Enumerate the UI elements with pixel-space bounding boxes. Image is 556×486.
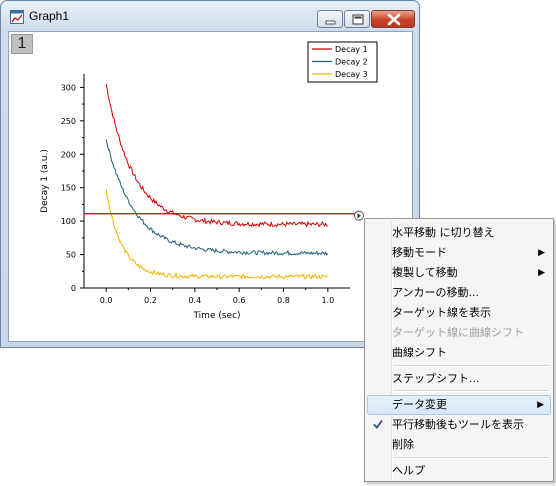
y-tick-label: 300 (61, 83, 76, 92)
arrow-right-icon (357, 213, 361, 219)
series-line-2 (105, 139, 329, 256)
menu-item-10[interactable]: 平行移動後もツールを表示 (367, 415, 551, 435)
menu-item-7[interactable]: 曲線シフト (367, 343, 551, 363)
y-tick-label: 100 (61, 217, 76, 226)
menu-separator (394, 365, 549, 367)
menu-item-5[interactable]: ターゲット線を表示 (367, 303, 551, 323)
y-tick-label: 0 (71, 284, 76, 293)
x-tick-label: 0.6 (233, 296, 246, 305)
menu-item-label: ステップシフト... (392, 372, 480, 385)
menu-item-label: 複製して移動 (392, 266, 458, 279)
legend-label-2: Decay 2 (335, 58, 368, 67)
menu-item-11[interactable]: 削除 (367, 435, 551, 455)
y-tick-label: 50 (66, 251, 76, 260)
menu-item-label: 削除 (392, 438, 414, 451)
y-tick-label: 250 (61, 117, 76, 126)
close-button[interactable] (371, 10, 415, 28)
submenu-arrow-icon: ▶ (538, 268, 545, 278)
minimize-icon (325, 20, 336, 25)
graph-window-icon (10, 10, 24, 24)
series-line-3 (105, 188, 329, 280)
menu-item-2[interactable]: 移動モード ▶ (367, 243, 551, 263)
submenu-arrow-icon: ▶ (538, 248, 545, 258)
close-icon (387, 13, 401, 26)
menu-item-label: ターゲット線を表示 (392, 306, 491, 319)
x-tick-label: 0.8 (277, 296, 290, 305)
layer-tab[interactable]: 1 (11, 34, 33, 54)
x-tick-label: 1.0 (321, 296, 334, 305)
menu-item-8[interactable]: ステップシフト... (367, 369, 551, 389)
menu-item-label: 移動モード (392, 246, 447, 259)
menu-item-4[interactable]: アンカーの移動... (367, 283, 551, 303)
menu-item-12[interactable]: ヘルプ (367, 461, 551, 481)
menu-item-label: 水平移動 に切り替え (392, 226, 495, 239)
y-tick-label: 150 (61, 184, 76, 193)
menu-separator (394, 457, 549, 459)
minimize-button[interactable] (317, 10, 343, 28)
maximize-button[interactable] (344, 10, 370, 28)
menu-item-9[interactable]: データ変更 ▶ (367, 395, 551, 415)
menu-item-label: ヘルプ (392, 464, 425, 477)
menu-item-label: アンカーの移動... (392, 286, 480, 299)
x-tick-label: 0.4 (188, 296, 201, 305)
y-axis-title: Decay 1 (a.u.) (40, 149, 50, 213)
maximize-icon (352, 14, 364, 25)
y-tick-label: 200 (61, 150, 76, 159)
title-bar[interactable]: Graph1 (1, 1, 419, 31)
menu-item-label: 平行移動後もツールを表示 (392, 418, 524, 431)
menu-item-1[interactable]: 水平移動 に切り替え (367, 223, 551, 243)
menu-item-label: 曲線シフト (392, 346, 447, 359)
legend-label-1: Decay 1 (335, 45, 368, 54)
graph-page[interactable]: 1 (8, 31, 413, 342)
menu-item-3[interactable]: 複製して移動 ▶ (367, 263, 551, 283)
menu-item-label: データ変更 (392, 398, 447, 411)
menu-item-label: ターゲット線に曲線シフト (392, 326, 524, 339)
window-title: Graph1 (29, 9, 70, 23)
series-line-1 (105, 84, 328, 228)
checkmark-icon (373, 419, 383, 429)
submenu-arrow-icon: ▶ (537, 400, 544, 410)
menu-item-6: ターゲット線に曲線シフト (367, 323, 551, 343)
x-tick-label: 0.0 (100, 296, 113, 305)
legend-label-3: Decay 3 (335, 70, 368, 79)
context-menu: 水平移動 に切り替え 移動モード ▶ 複製して移動 ▶ アンカーの移動... ターゲット線を… (364, 218, 554, 482)
menu-separator (394, 390, 549, 392)
x-axis-title: Time (sec) (192, 311, 240, 321)
menu-icon-gutter (391, 221, 393, 479)
x-tick-label: 0.2 (144, 296, 157, 305)
